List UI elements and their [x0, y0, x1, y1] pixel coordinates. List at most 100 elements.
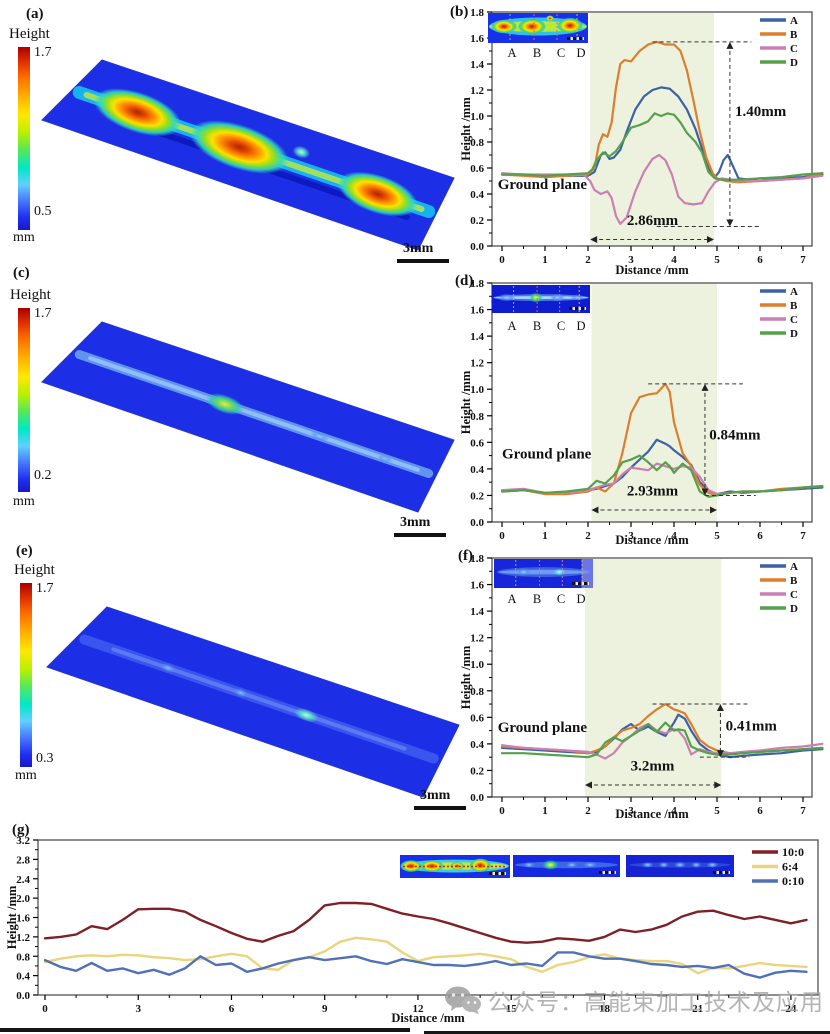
- height-dimension-label: 1.40mm: [735, 104, 787, 120]
- arrowhead: [726, 41, 734, 49]
- inset-section-label: A: [507, 46, 516, 60]
- height-dimension-label: 0.84mm: [709, 428, 761, 444]
- colorbar-c-min: 0.2: [34, 468, 52, 483]
- y-tick-label: 1.6: [16, 913, 30, 925]
- y-tick-label: 0.6: [470, 163, 484, 175]
- y-tick-label: 2.0: [16, 893, 30, 905]
- colorbar-a-min: 0.5: [34, 204, 52, 219]
- colorbar-a-max: 1.7: [34, 45, 52, 60]
- inset-heatmap: [494, 559, 593, 588]
- scalebar-c-text: 3mm: [400, 515, 431, 530]
- x-tick-label: 15: [506, 1003, 518, 1015]
- legend-label: 6:4: [782, 860, 798, 874]
- legend-label: C: [790, 589, 798, 601]
- scalebar-e-text: 3mm: [420, 788, 451, 803]
- arrowhead: [701, 488, 709, 496]
- series-line-D: [500, 454, 824, 498]
- colorbar-e-unit: mm: [15, 768, 37, 783]
- inset-section-label: D: [576, 319, 585, 333]
- arrowhead: [591, 506, 599, 514]
- surface-3d-c: [41, 321, 455, 513]
- legend-label: B: [790, 29, 798, 41]
- legend-label: A: [790, 286, 798, 298]
- x-tick-label: 3: [135, 1003, 141, 1015]
- y-tick-label: 1.2: [470, 633, 484, 645]
- y-tick-label: 0.0: [470, 517, 484, 529]
- y-tick-label: 2.4: [16, 874, 30, 886]
- x-tick-label: 21: [692, 1003, 703, 1015]
- series-line-C: [500, 722, 824, 760]
- legend-label: D: [790, 603, 798, 615]
- y-tick-label: 1.6: [470, 580, 484, 592]
- inset-heatmap: [492, 285, 590, 313]
- arrowhead: [726, 219, 734, 227]
- x-tick-label: 6: [757, 805, 763, 817]
- colorbar-c: [18, 308, 30, 492]
- panel-c-label: (c): [13, 265, 30, 281]
- x-tick-label: 5: [714, 530, 720, 542]
- inset-heatmap: [400, 855, 510, 878]
- y-tick-label: 1.2: [470, 358, 484, 370]
- inset-section-label: C: [557, 319, 565, 333]
- colorbar-a-title: Height: [9, 26, 50, 42]
- x-tick-label: 24: [785, 1003, 797, 1015]
- x-tick-label: 1: [542, 254, 548, 266]
- y-tick-label: 0.8: [470, 411, 484, 423]
- arrowhead: [701, 383, 709, 391]
- colorbar-a-unit: mm: [13, 230, 35, 245]
- y-tick-label: 0.0: [470, 241, 484, 253]
- inset-section-label: D: [576, 592, 585, 606]
- arrowhead: [716, 750, 724, 758]
- ground-plane-label: Ground plane: [502, 446, 592, 462]
- x-tick-label: 2: [585, 530, 591, 542]
- y-axis-label: Height /mm: [459, 645, 473, 709]
- y-axis-label: Height /mm: [5, 885, 19, 949]
- series-line-10:0: [43, 901, 808, 944]
- x-tick-label: 0: [499, 530, 505, 542]
- x-tick-label: 4: [671, 805, 677, 817]
- x-tick-label: 4: [671, 530, 677, 542]
- surface-3d-e: [46, 606, 460, 798]
- legend-label: 0:10: [782, 874, 804, 888]
- inset-heatmap: [488, 13, 588, 43]
- y-axis-label: Height /mm: [459, 370, 473, 434]
- colorbar-c-unit: mm: [13, 494, 35, 509]
- y-tick-label: 0.8: [16, 951, 30, 963]
- x-tick-label: 1: [542, 530, 548, 542]
- series-line-D: [500, 112, 824, 181]
- x-tick-label: 5: [714, 254, 720, 266]
- scalebar-a-bar: [397, 259, 449, 263]
- y-tick-label: 0.8: [470, 686, 484, 698]
- scalebar-a-text: 3mm: [403, 241, 434, 256]
- panel-label: (b): [450, 4, 468, 20]
- y-tick-label: 1.4: [470, 331, 484, 343]
- height-dimension-label: 0.41mm: [726, 719, 778, 735]
- y-axis-label: Height /mm: [459, 97, 473, 161]
- legend-label: B: [790, 300, 798, 312]
- bottom-bar-left: [0, 1028, 410, 1032]
- width-dimension-label: 2.86mm: [627, 213, 679, 229]
- scalebar-e-bar: [414, 806, 466, 810]
- colorbar-e-title: Height: [14, 562, 55, 578]
- legend-label: C: [790, 43, 798, 55]
- x-tick-label: 6: [757, 254, 763, 266]
- x-tick-label: 12: [412, 1003, 424, 1015]
- inset-section-label: B: [533, 319, 541, 333]
- colorbar-a: [18, 47, 30, 230]
- x-tick-label: 0: [499, 805, 505, 817]
- y-tick-label: 0.4: [470, 189, 484, 201]
- legend-label: D: [790, 328, 798, 340]
- y-tick-label: 0.2: [470, 765, 484, 777]
- x-tick-label: 0: [499, 254, 505, 266]
- legend-label: D: [790, 57, 798, 69]
- panel-label: (f): [458, 548, 473, 564]
- arrowhead: [710, 506, 717, 514]
- x-tick-label: 9: [322, 1003, 328, 1015]
- series-line-0:10: [43, 951, 808, 979]
- legend-label: B: [790, 575, 798, 587]
- y-tick-label: 1.8: [470, 7, 484, 19]
- y-tick-label: 1.4: [470, 59, 484, 71]
- ground-plane-label: Ground plane: [498, 720, 588, 736]
- x-tick-label: 7: [800, 254, 806, 266]
